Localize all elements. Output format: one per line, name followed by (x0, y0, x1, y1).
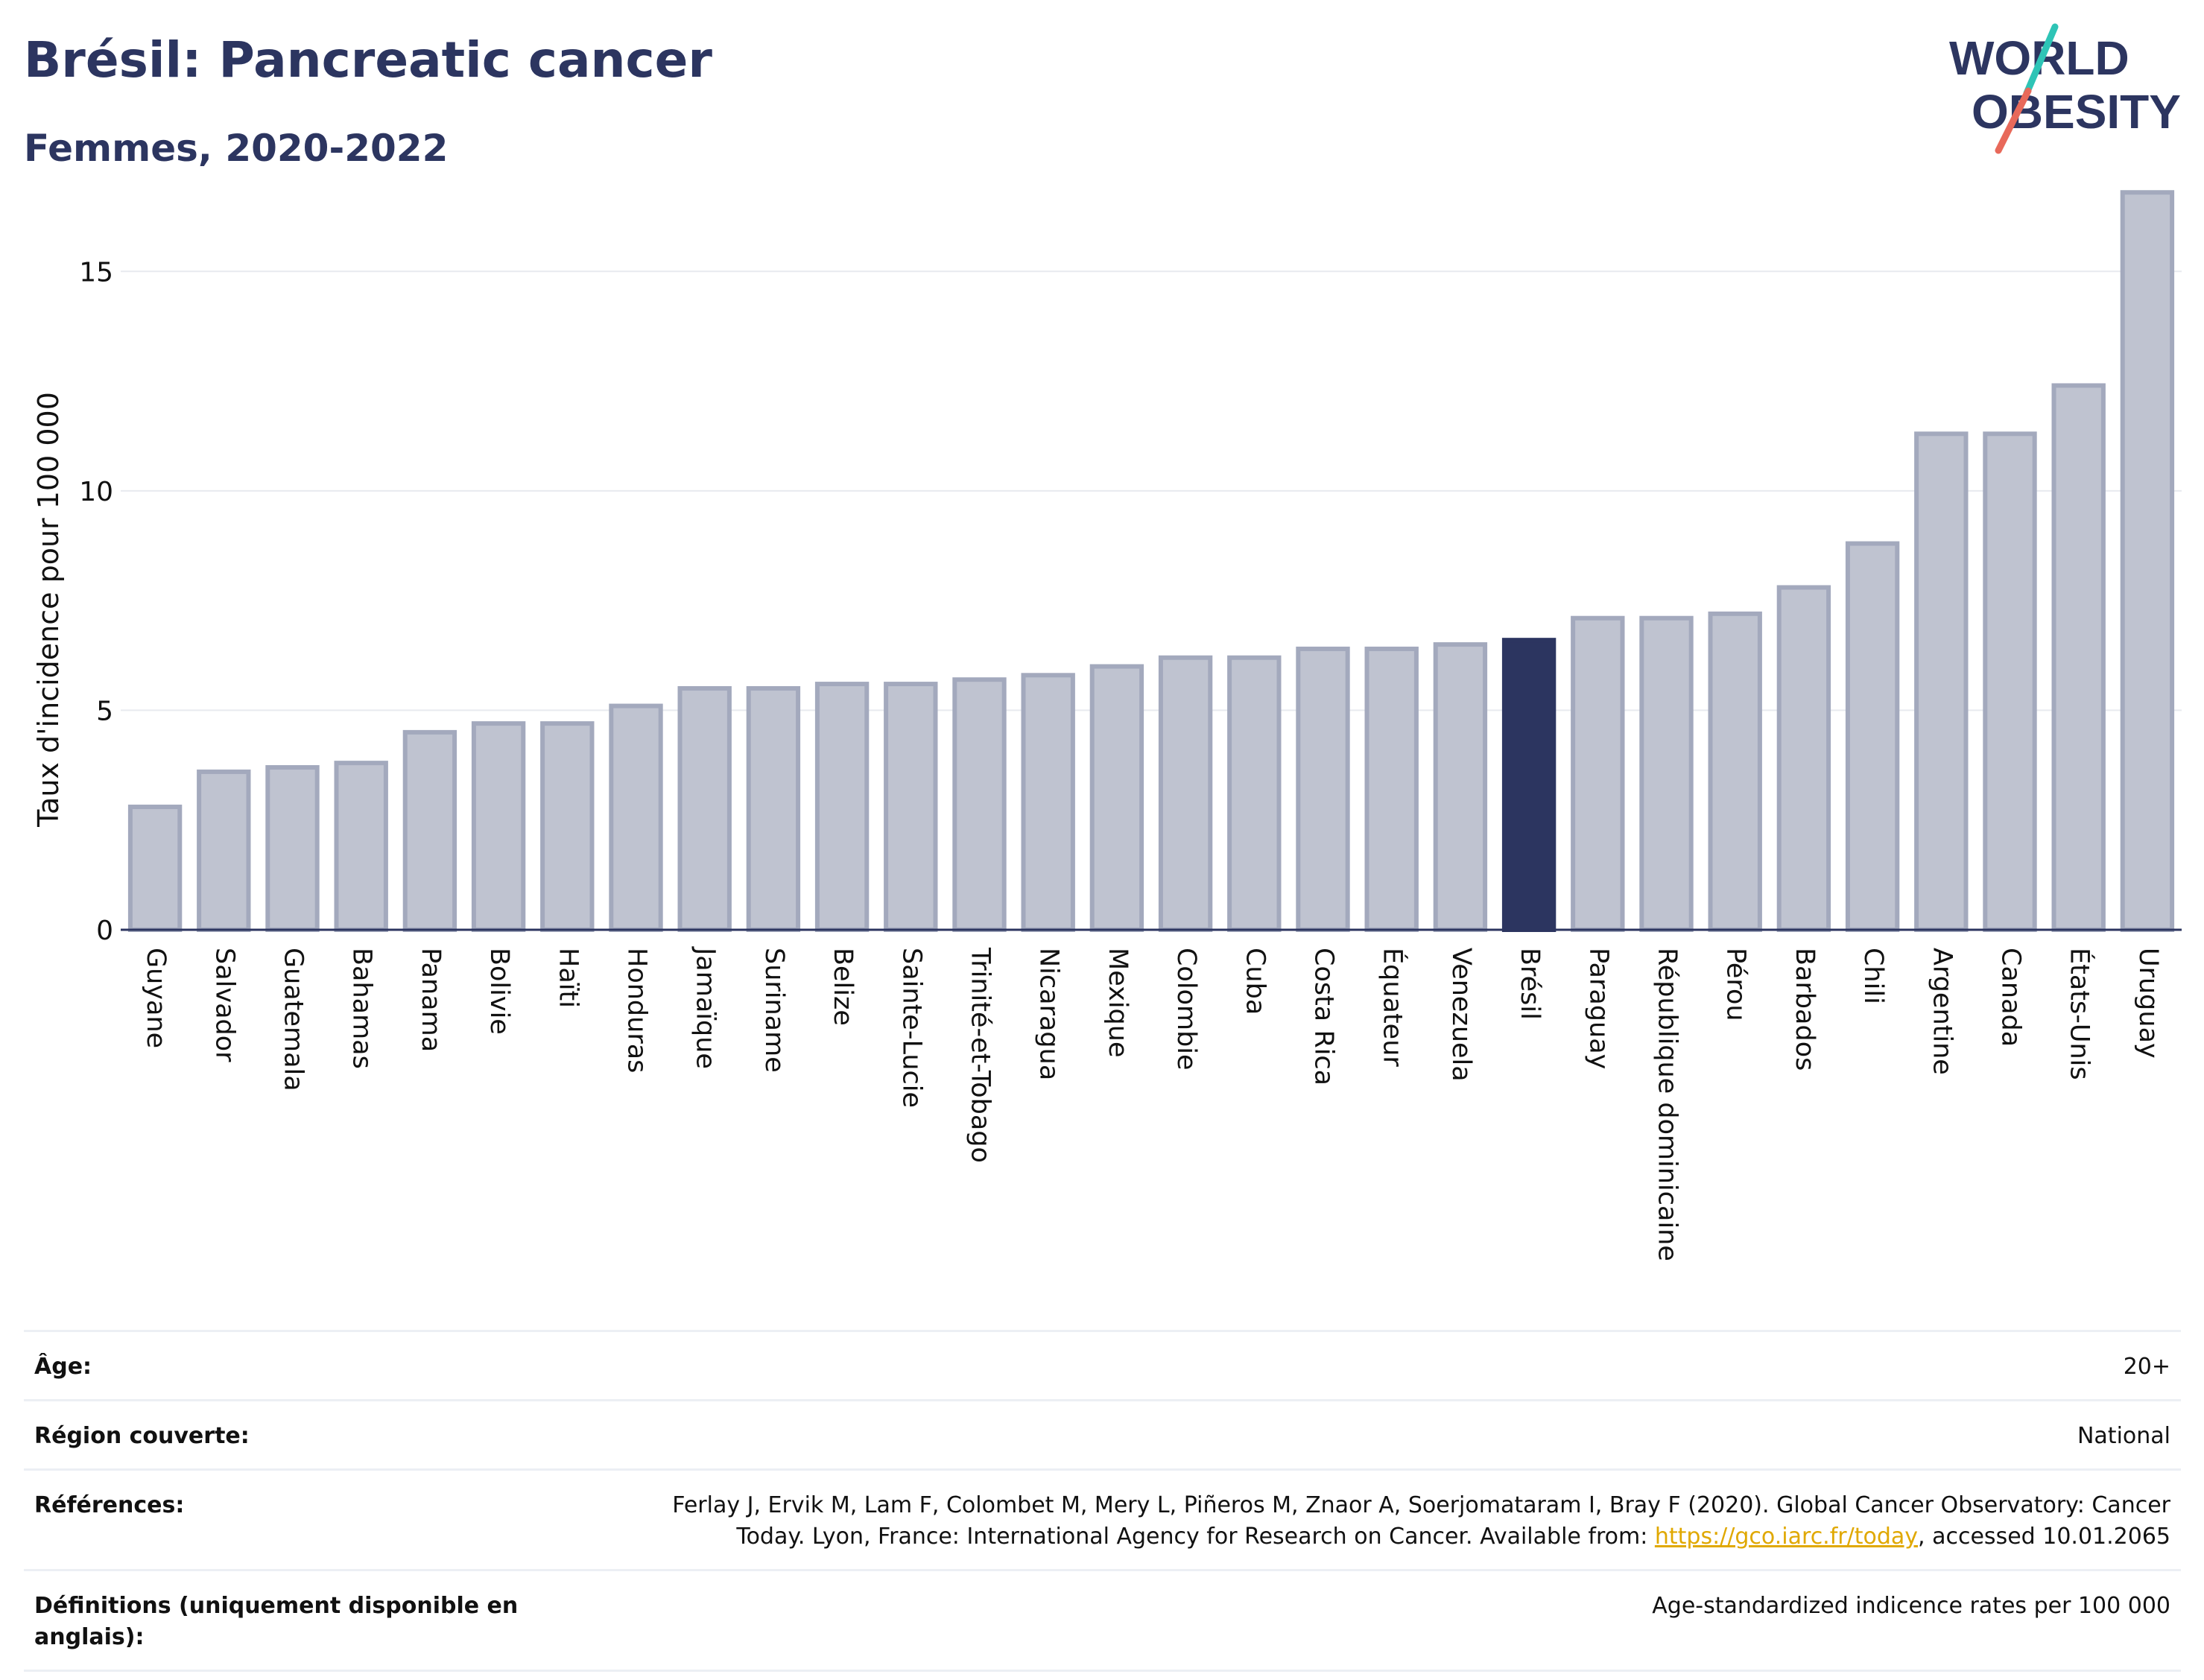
x-tick-label: Panama (416, 948, 446, 1052)
x-tick-label: Bahamas (347, 948, 377, 1069)
x-tick-label: Salvador (209, 948, 239, 1062)
bar (1227, 655, 1282, 933)
bar (609, 703, 663, 933)
x-tick-label: République dominicaine (1653, 948, 1682, 1261)
bar (1571, 615, 1625, 932)
info-row-definitions: Définitions (uniquement disponible en an… (24, 1569, 2181, 1672)
info-value: Age-standardized indicence rates per 100… (1652, 1593, 2170, 1619)
bar (1639, 615, 1694, 932)
bar (1021, 673, 1075, 932)
x-tick-label: Trinité-et-Tobago (966, 947, 995, 1163)
logo-slash-bottom (1995, 87, 2032, 154)
axis-layer: 0 5 10 15 Guyane Salvador Guatemala Bahamas Pana… (79, 257, 2182, 1261)
grid-layer (121, 270, 2182, 711)
x-tick-label: Brésil (1515, 948, 1545, 1020)
x-tick-label: Uruguay (2133, 948, 2163, 1059)
bar (1296, 646, 1350, 932)
info-value: Ferlay J, Ervik M, Lam F, Colombet M, Me… (606, 1490, 2170, 1553)
x-tick-label: Haïti (553, 948, 583, 1008)
info-label: Références: (34, 1492, 185, 1518)
y-tick-label: 5 (96, 696, 113, 726)
bar (197, 769, 251, 932)
x-tick-label: Canada (1996, 948, 2026, 1047)
x-tick-label: Paraguay (1583, 948, 1613, 1069)
x-tick-label: Belize (828, 948, 858, 1026)
x-tick-label: Argentine (1927, 948, 1957, 1075)
info-row-references: Références: Ferlay J, Ervik M, Lam F, Co… (24, 1468, 2181, 1569)
y-tick-label: 0 (96, 916, 113, 946)
bar (814, 682, 870, 933)
x-tick-label: Sainte-Lucie (896, 948, 926, 1108)
x-tick-label: Cuba (1240, 948, 1270, 1015)
y-axis-label: Taux d'incidence pour 100 000 (32, 392, 65, 828)
bar (746, 685, 801, 932)
x-tick-label: Jamaïque (691, 946, 721, 1069)
x-tick-label: Suriname (759, 948, 789, 1073)
bar (1708, 611, 1762, 932)
x-tick-label: Équateur (1378, 948, 1409, 1067)
x-tick-label: Barbados (1790, 948, 1820, 1071)
chart-subtitle: Femmes, 2020-2022 (24, 127, 449, 170)
bar (540, 721, 595, 932)
x-tick-label: Bolivie (484, 948, 514, 1035)
x-tick-label: États-Unis (2065, 948, 2096, 1080)
reference-text: Ferlay J, Ervik M, Lam F, Colombet M, Me… (672, 1492, 2170, 1550)
info-row-age: Âge: 20+ (24, 1330, 2181, 1399)
bar (1433, 642, 1488, 932)
x-tick-label: Costa Rica (1309, 948, 1339, 1085)
bar (402, 729, 457, 933)
info-label: Région couverte: (34, 1423, 250, 1449)
bar (1158, 655, 1213, 933)
info-row-region: Région couverte: National (24, 1399, 2181, 1468)
bar (471, 721, 526, 932)
bar (1501, 638, 1557, 932)
x-tick-label: Guyane (141, 948, 171, 1048)
x-tick-label: Venezuela (1446, 948, 1476, 1082)
x-tick-label: Guatemala (279, 948, 308, 1091)
info-value: 20+ (2123, 1354, 2170, 1380)
x-tick-label: Honduras (622, 948, 652, 1073)
bar-layer (127, 190, 2175, 933)
x-tick-label: Nicaragua (1034, 948, 1064, 1080)
bar (334, 761, 388, 933)
reference-accessed: , accessed 10.01.2065 (1918, 1524, 2170, 1550)
bar (2120, 190, 2175, 932)
bar (677, 685, 732, 932)
info-label: Âge: (34, 1354, 92, 1380)
bar (1983, 431, 2037, 932)
bar-chart: 0 5 10 15 Guyane Salvador Guatemala Bahamas Pana… (32, 190, 2182, 1261)
y-tick-label: 10 (79, 477, 113, 507)
bar (1364, 646, 1419, 932)
bar (265, 765, 320, 932)
reference-link[interactable]: https://gco.iarc.fr/today (1654, 1524, 1919, 1550)
x-tick-label: Colombie (1171, 948, 1201, 1071)
bar (1845, 541, 1900, 932)
bar (884, 682, 938, 933)
info-value: National (2077, 1423, 2170, 1449)
info-table: Âge: 20+ Région couverte: National Référ… (24, 1330, 2181, 1672)
x-tick-label: Mexique (1103, 948, 1133, 1058)
bar (1089, 664, 1144, 932)
bar (2051, 383, 2106, 932)
bar (127, 805, 183, 933)
bar (952, 677, 1007, 933)
info-label: Définitions (uniquement disponible en an… (34, 1593, 519, 1650)
chart-title: Brésil: Pancreatic cancer (24, 31, 712, 89)
x-tick-label: Pérou (1721, 948, 1751, 1021)
y-tick-label: 15 (79, 257, 113, 288)
world-obesity-logo: WORLD OBESITY (1949, 23, 2181, 154)
x-tick-label: Chili (1858, 948, 1888, 1004)
logo-slash-top (2023, 23, 2059, 97)
bar (1914, 431, 1969, 932)
bar (1776, 585, 1831, 932)
